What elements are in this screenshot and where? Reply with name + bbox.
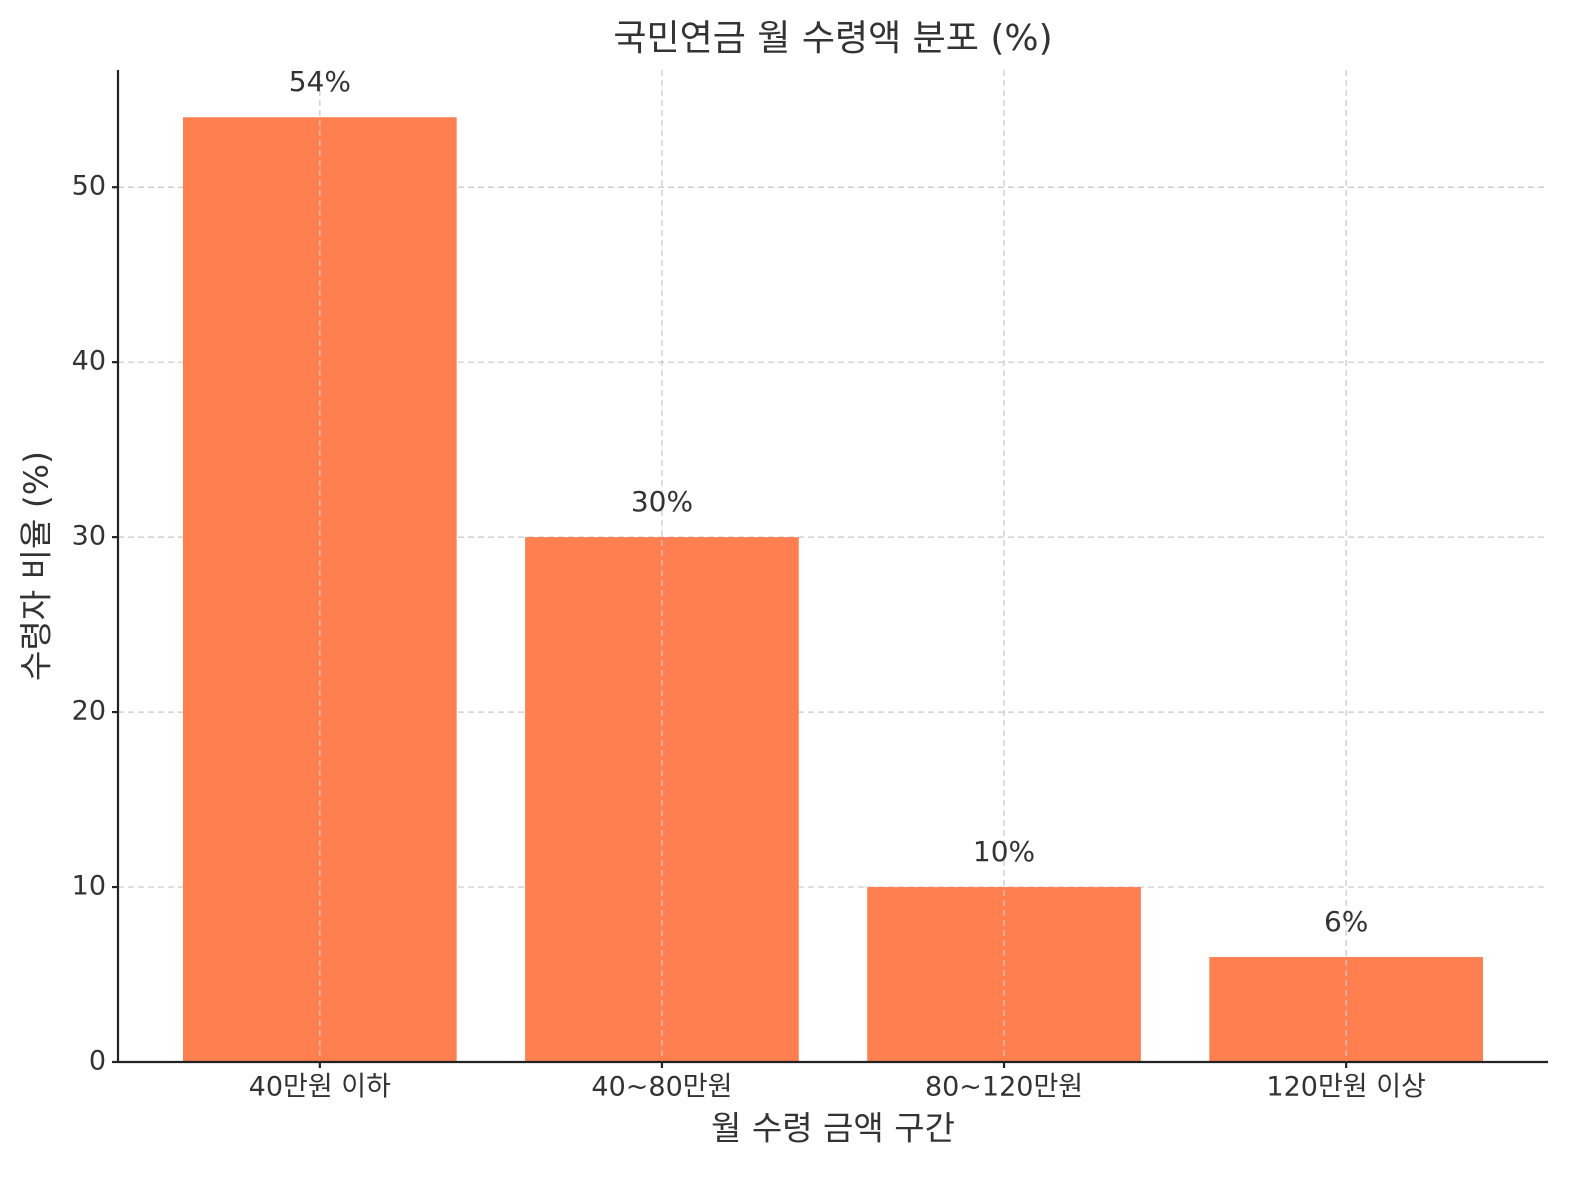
x-tick-label: 80~120만원 — [925, 1072, 1083, 1103]
y-tick-label: 40 — [72, 346, 106, 377]
y-tick-label: 20 — [72, 696, 106, 727]
data-label: 30% — [631, 485, 693, 518]
y-tick-label: 50 — [72, 171, 106, 202]
y-tick-label: 0 — [89, 1046, 106, 1077]
x-tick-label: 40만원 이하 — [249, 1072, 391, 1103]
y-axis-label: 수령자 비율 (%) — [17, 451, 56, 681]
x-axis-label: 월 수령 금액 구간 — [711, 1109, 955, 1148]
y-tick-label: 30 — [72, 521, 106, 552]
chart-title: 국민연금 월 수령액 분포 (%) — [613, 18, 1052, 59]
y-tick-label: 10 — [72, 871, 106, 902]
data-label: 10% — [973, 835, 1035, 868]
data-label: 6% — [1324, 905, 1368, 938]
x-tick-label: 120만원 이상 — [1266, 1072, 1425, 1103]
x-tick-label: 40~80만원 — [591, 1072, 732, 1103]
data-label: 54% — [289, 65, 351, 98]
